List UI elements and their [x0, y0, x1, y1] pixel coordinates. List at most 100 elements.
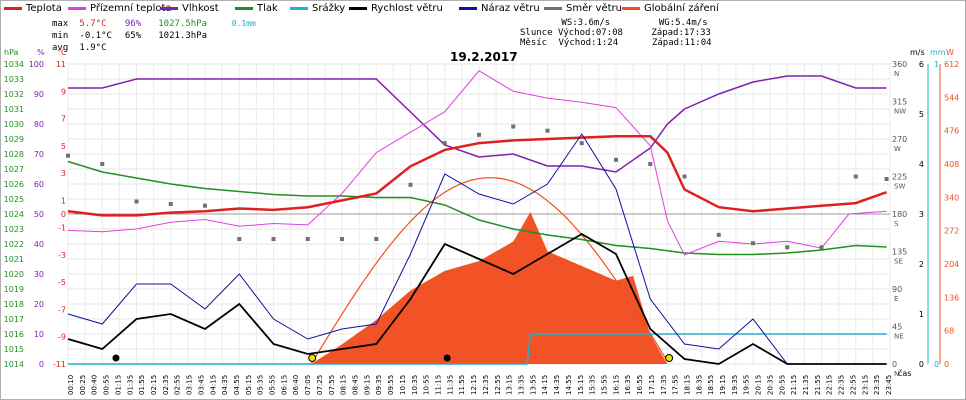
tick-degc-7: -1 [58, 224, 66, 233]
tick-dir-2: 270 [892, 135, 907, 144]
legend-item-3: Tlak [235, 3, 278, 14]
tick-x-13: 04:35 [221, 375, 229, 395]
tick-dir-6: 90 [892, 285, 902, 294]
tick-x-63: 21:55 [814, 375, 822, 395]
tick-x-57: 19:55 [743, 375, 751, 395]
tick-x-58: 20:15 [755, 375, 763, 395]
tick-x-34: 12:15 [470, 375, 478, 395]
tick-x-14: 04:55 [233, 375, 241, 395]
tick-hpa-1: 1033 [4, 75, 24, 84]
tick-dir-5: 135 [892, 248, 907, 257]
chart-title: 19.2.2017 [450, 50, 518, 64]
tick-x-16: 05:35 [257, 375, 265, 395]
unit-ms: m/s [910, 48, 925, 57]
unit-mm: mm [930, 48, 946, 57]
tick-pct-6: 40 [34, 240, 44, 249]
tick-pct-4: 60 [34, 180, 44, 189]
point-smer-vetru-19 [716, 232, 721, 237]
tick-x-35: 12:35 [482, 375, 490, 395]
point-smer-vetru-23 [853, 174, 858, 179]
tick-x-51: 17:55 [672, 375, 680, 395]
point-smer-vetru-14 [545, 128, 550, 133]
tick-degc-10: -7 [58, 305, 66, 314]
tick-degc-11: -9 [58, 333, 66, 342]
legend-item-4: Srážky [290, 3, 345, 14]
tick-x-52: 18:15 [683, 375, 691, 395]
tick-x-2: 00:40 [91, 375, 99, 395]
tick-degc-8: -3 [58, 251, 66, 260]
tick-x-40: 14:15 [541, 375, 549, 395]
legend-swatch-2 [160, 6, 178, 10]
tick-x-18: 06:15 [280, 375, 288, 395]
series-teplota [67, 135, 888, 217]
unit-hpa: hPa [4, 48, 19, 57]
tick-x-5: 01:35 [126, 375, 134, 395]
stats-max-temp: 5.7°C [79, 19, 107, 29]
legend-label-0: Teplota [26, 3, 62, 14]
legend-swatch-8 [622, 6, 640, 10]
tick-x-11: 03:45 [197, 375, 205, 395]
tick-x-31: 11:15 [435, 375, 443, 395]
tick-pct-1: 90 [34, 90, 44, 99]
tick-x-66: 22:55 [849, 375, 857, 395]
stats-panel: max 5.7°C 96% 1027.5hPa 0.1mm min -0.1°C… [52, 18, 256, 54]
tick-hpa-6: 1028 [4, 150, 24, 159]
legend-item-6: Náraz větru [459, 3, 540, 14]
point-smer-vetru-10 [408, 182, 413, 187]
tick-w-9: 0 [944, 360, 949, 369]
point-smer-vetru-9 [374, 237, 379, 241]
tick-pct-0: 100 [29, 60, 44, 69]
point-smer-vetru-12 [477, 132, 481, 137]
tick-x-23: 08:15 [340, 375, 348, 395]
info-moon-rise: Východ:1:24 [558, 38, 619, 48]
legend-swatch-1 [68, 6, 86, 10]
legend-item-0: Teplota [4, 3, 62, 14]
point-smer-vetru-11 [442, 141, 447, 146]
tick-x-26: 09:35 [375, 375, 383, 395]
series-theoretical-radiation [310, 177, 668, 365]
stats-min-pres: 1021.3hPa [158, 31, 208, 41]
legend-label-2: Vlhkost [182, 3, 219, 14]
stats-min-row: min -0.1°C 65% 1021.3hPa [52, 30, 256, 42]
series-srazky [68, 333, 887, 365]
tick-dir-0: 360 [892, 60, 907, 69]
tick-w-2: 476 [944, 127, 959, 136]
tick-dir-lbl-8: N [894, 370, 899, 378]
tick-w-6: 204 [944, 260, 959, 269]
series-naraz-vetru [67, 133, 887, 365]
stats-max-row: max 5.7°C 96% 1027.5hPa 0.1mm [52, 18, 256, 30]
tick-dir-3: 225 [892, 173, 907, 182]
tick-pct-8: 20 [34, 300, 44, 309]
legend-swatch-6 [459, 6, 477, 10]
tick-x-59: 20:35 [766, 375, 774, 395]
tick-degc-12: -11 [53, 360, 66, 369]
tick-hpa-9: 1025 [4, 195, 24, 204]
legend-swatch-5 [349, 6, 367, 10]
info-sun-label: Slunce [520, 28, 553, 38]
tick-dir-lbl-2: W [894, 145, 901, 153]
tick-hpa-17: 1017 [4, 315, 24, 324]
point-smer-vetru-22 [819, 245, 824, 250]
tick-x-50: 17:35 [660, 375, 668, 395]
tick-w-4: 340 [944, 193, 959, 202]
tick-x-48: 16:55 [636, 375, 644, 395]
tick-x-27: 09:55 [387, 375, 395, 395]
tick-x-21: 07:25 [316, 375, 324, 395]
tick-dir-lbl-5: SE [894, 258, 903, 266]
tick-ms-6: 0 [919, 360, 924, 369]
tick-x-12: 04:15 [209, 375, 217, 395]
tick-w-1: 544 [944, 93, 959, 102]
tick-x-22: 07:55 [328, 375, 336, 395]
tick-x-68: 23:35 [873, 375, 881, 395]
point-smer-vetru-20 [751, 241, 755, 246]
tick-degc-0: 11 [56, 60, 66, 69]
legend-swatch-3 [235, 6, 253, 10]
tick-ms-0: 6 [919, 60, 924, 69]
tick-x-37: 13:15 [506, 375, 514, 395]
info-ws: WS:3.6m/s [561, 18, 611, 28]
tick-degc-3: 5 [61, 142, 66, 151]
stats-min-hum: 65% [124, 31, 142, 41]
tick-hpa-4: 1030 [4, 120, 24, 129]
tick-hpa-10: 1024 [4, 210, 24, 219]
tick-hpa-5: 1029 [4, 135, 24, 144]
